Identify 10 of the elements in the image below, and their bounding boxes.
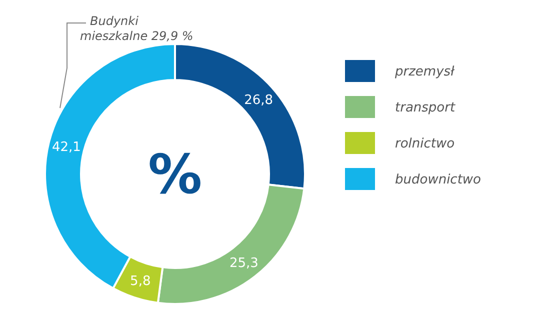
legend-label: transport xyxy=(395,100,456,116)
legend-label: budownictwo xyxy=(395,172,482,188)
legend-label: przemysł xyxy=(394,64,456,80)
legend-label: rolnictwo xyxy=(395,136,455,152)
data-label: 42,1 xyxy=(52,140,81,156)
text: % xyxy=(148,142,202,206)
data-label: 25,3 xyxy=(229,256,258,271)
data-label: 26,8 xyxy=(244,92,274,108)
text: Budynki mieszkalne 29,9 % xyxy=(80,14,194,43)
data-label: 5,8 xyxy=(130,274,151,290)
